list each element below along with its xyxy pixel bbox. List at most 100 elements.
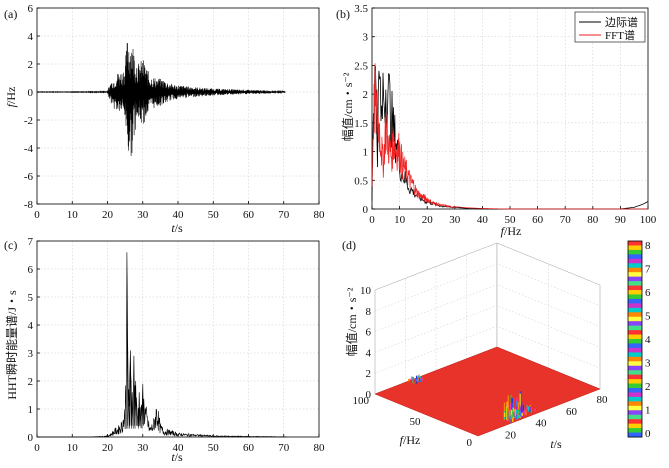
panel-d-colorbar-band: [628, 343, 642, 349]
panel-d-colorbar-band: [628, 392, 642, 398]
panel-c-xtick-label: 70: [278, 442, 290, 454]
panel-a-ytick-label: 2: [28, 59, 34, 71]
panel-d-ztick-label: 4: [366, 347, 372, 359]
panel-d-colorbar-band: [628, 356, 642, 362]
panel-a-ytick-label: -4: [24, 143, 34, 155]
panel-d-colorbar-band: [628, 414, 642, 420]
panel-b-xtick-label: 0: [369, 214, 375, 226]
panel-a-chart: 0 10 20 30 40 50 60 70 80 -8 -6 -4 -2 0 2 4 6: [24, 3, 325, 221]
panel-c-ytick-label: 1: [28, 404, 34, 416]
panel-d-colorbar-tick-label: 5: [645, 311, 651, 323]
panel-d-colorbar-band: [628, 241, 642, 246]
panel-d-colorbar-tick-label: 7: [645, 264, 651, 276]
panel-c-ytick-label: 4: [28, 320, 34, 332]
panel-d-colorbar-band: [628, 258, 642, 264]
panel-c-xtick-label: 0: [34, 442, 40, 454]
panel-d-colorbar-band: [628, 325, 642, 331]
panel-b-ytick-label: 0.5: [354, 175, 368, 187]
panel-a-xtick-label: 80: [314, 209, 326, 221]
panel-d-colorbar-band: [628, 290, 642, 295]
panel-d-colorbar-band: [628, 254, 642, 260]
panel-b-ytick-label: 0: [363, 204, 369, 216]
panel-c-axes-frame: [36, 240, 320, 438]
panel-d-colorbar-tick-label: 1: [645, 405, 651, 417]
panel-c-xtick-label: 10: [67, 442, 79, 454]
panel-a-xtick-label: 60: [243, 209, 255, 221]
panel-d-ttick-label: 40: [536, 418, 548, 430]
panel-d-ztick-label: 0: [366, 389, 372, 401]
panel-d-colorbar-band: [628, 307, 642, 313]
panel-c-xlabel: t/s: [171, 450, 183, 464]
panel-a-xtick-label: 10: [67, 209, 79, 221]
panel-d-colorbar-band: [628, 303, 642, 309]
panel-d-zgrid: [374, 305, 601, 353]
panel-a-axes-frame: [36, 7, 320, 205]
panel-c-xtick-label: 80: [314, 442, 326, 454]
panel-a-ytick-label: -2: [24, 115, 33, 127]
panel-b-legend-entry: 边际谱: [605, 15, 638, 29]
panel-c-xtick-label: 20: [102, 442, 114, 454]
panel-a-series-line: [36, 43, 286, 157]
panel-d-ttick-label: 20: [505, 429, 517, 441]
panel-b-xtick-label: 80: [587, 214, 599, 226]
panel-b-xtick-label: 60: [532, 214, 544, 226]
panel-a-xtick-label: 50: [208, 209, 220, 221]
panel-a-xtick-label: 20: [102, 209, 114, 221]
panel-c-ytick-label: 2: [28, 376, 34, 388]
panel-b-series-fft-line: [371, 63, 648, 210]
panel-d-colorbar-band: [628, 263, 642, 269]
panel-c-series-line: [37, 252, 287, 438]
panel-d-colorbar-band: [628, 272, 642, 278]
panel-c-xtick-label: 30: [137, 442, 149, 454]
panel-b-xtick-label: 20: [422, 214, 434, 226]
panel-d-colorbar-band: [628, 405, 642, 411]
panel-c-ylabel: HHT瞬时能量谱/J・s: [5, 290, 19, 400]
panel-c-chart: 0 10 20 30 40 50 60 70 80 0 1 2 3 4 5 6 7: [28, 236, 326, 454]
panel-d-ztick-label: 10: [360, 285, 372, 297]
panel-a-xtick-label: 40: [173, 209, 185, 221]
panel-d-colorbar-band: [628, 410, 642, 416]
panel-b-ytick-label: 1.5: [354, 118, 368, 130]
panel-b-xtick-label: 40: [477, 214, 489, 226]
panel-d-colorbar-band: [628, 339, 642, 344]
panel-b-xlabel: f/Hz: [501, 224, 522, 238]
panel-d-colorbar-band: [628, 298, 642, 304]
panel-d-flabel: f/Hz: [400, 433, 421, 447]
panel-d-colorbar-band: [628, 370, 642, 376]
panel-c-ytick-label: 3: [28, 348, 34, 360]
panel-d-colorbar-tick-label: 4: [645, 334, 651, 346]
panel-d-colorbar-band: [628, 374, 642, 380]
panel-d-zgrid: [374, 284, 601, 332]
panel-c-xtick-label: 50: [208, 442, 220, 454]
panel-d-ztick-label: 2: [366, 368, 372, 380]
panel-b-ytick-label: 3: [363, 32, 369, 44]
panel-b-ytick-label: 2: [363, 89, 369, 101]
panel-b-xtick-label: 30: [449, 214, 461, 226]
panel-d-colorbar-band: [628, 396, 642, 402]
panel-b-xtick-label: 70: [560, 214, 572, 226]
panel-d-colorbar-band: [628, 419, 642, 425]
panel-d-colorbar-band: [628, 401, 642, 407]
panel-b-chart: 0 10 20 30 40 50 60 70 80 90 100 0 0.5 1 1.5 2 2.5 3 3.5 边际…: [354, 3, 657, 226]
panel-d-colorbar-tick-label: 6: [645, 287, 651, 299]
panel-d-colorbar-tick-label: 8: [645, 240, 651, 252]
panel-c-xtick-label: 60: [243, 442, 255, 454]
panel-a-xtick-label: 30: [137, 209, 149, 221]
panel-b-label: (b): [336, 7, 350, 21]
panel-a-xtick-label: 0: [34, 209, 40, 221]
panel-d-colorbar-tick-label: 3: [645, 358, 651, 370]
panel-d-colorbar-band: [628, 352, 642, 358]
panel-d-colorbar-band: [628, 379, 642, 385]
panel-d-colorbar-band: [628, 330, 642, 336]
panel-d-colorbar-tick-label: 2: [645, 381, 651, 393]
panel-b-ytick-label: 1: [363, 147, 369, 159]
panel-d-ftick-label: 100: [353, 395, 370, 407]
panel-b-ytick-label: 3.5: [354, 3, 368, 15]
panel-d-colorbar-band: [628, 361, 642, 367]
panel-a-ytick-label: 4: [28, 31, 34, 43]
panel-d-colorbar-band: [628, 245, 642, 251]
panel-d-colorbar-band: [628, 321, 642, 327]
panel-a-ytick-label: -6: [24, 171, 34, 183]
